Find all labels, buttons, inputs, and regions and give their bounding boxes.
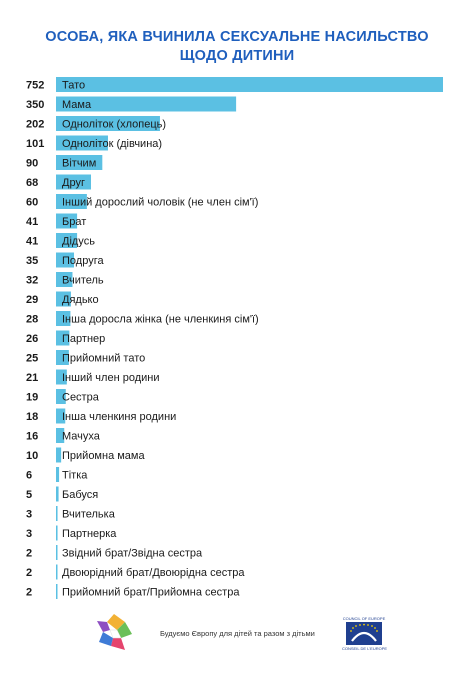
bar-26 — [56, 564, 58, 580]
council-of-europe-stars-logo-icon — [346, 622, 382, 645]
bar-10 — [56, 252, 75, 268]
value-label-14: 26 — [26, 333, 38, 345]
bar-9 — [56, 233, 78, 248]
footer-tagline: Будуємо Європу для дітей та разом з діть… — [160, 629, 315, 638]
category-label-9: Дідусь — [62, 236, 95, 248]
bar-25 — [56, 545, 58, 560]
category-label-13: Інша доросла жінка (не членкиня сім'ї) — [62, 314, 259, 326]
category-label-6: Друг — [62, 177, 85, 189]
value-label-11: 32 — [26, 275, 38, 287]
bar-13 — [56, 311, 71, 326]
bar-7 — [56, 194, 87, 209]
category-label-25: Звідний брат/Звідна сестра — [62, 548, 203, 560]
coe-caption-bottom: CONSEIL DE L'EUROPE — [342, 646, 388, 651]
bar-21 — [56, 467, 60, 482]
bar-4 — [56, 135, 108, 151]
coe-caption-top: COUNCIL OF EUROPE — [342, 616, 386, 621]
bar-24 — [56, 525, 58, 541]
category-label-16: Інший член родини — [62, 372, 159, 384]
bar-1 — [56, 77, 443, 92]
value-label-2: 350 — [26, 99, 44, 111]
footer: Будуємо Європу для дітей та разом з діть… — [0, 612, 474, 662]
bar-2 — [56, 96, 237, 112]
value-label-8: 41 — [26, 216, 38, 228]
bar-6 — [56, 174, 91, 190]
category-label-12: Дядько — [62, 294, 99, 306]
bar-15 — [56, 350, 69, 365]
value-label-16: 21 — [26, 372, 38, 384]
value-label-1: 752 — [26, 80, 44, 92]
category-label-3: Одноліток (хлопець) — [62, 119, 166, 131]
value-label-27: 2 — [26, 587, 32, 599]
bar-27 — [56, 584, 58, 599]
bar-3 — [56, 116, 160, 131]
category-label-8: Брат — [62, 216, 86, 228]
category-label-24: Партнерка — [62, 528, 117, 540]
category-label-11: Вчитель — [62, 275, 104, 287]
value-label-3: 202 — [26, 119, 44, 131]
value-label-4: 101 — [26, 138, 44, 150]
category-label-18: Інша членкиня родини — [62, 411, 176, 423]
category-label-27: Прийомний брат/Прийомна сестра — [62, 587, 240, 599]
council-of-europe-logo: COUNCIL OF EUROPE CONSEIL DE L'EUROPE — [342, 616, 388, 654]
value-label-5: 90 — [26, 158, 38, 170]
category-label-10: Подруга — [62, 255, 104, 267]
value-label-7: 60 — [26, 197, 38, 209]
category-label-15: Прийомний тато — [62, 353, 145, 365]
value-label-13: 28 — [26, 314, 38, 326]
category-label-1: Тато — [62, 80, 85, 92]
value-label-21: 6 — [26, 470, 32, 482]
value-label-18: 18 — [26, 411, 38, 423]
horizontal-bar-chart: 752 Тато 350 Мама 202 Одноліток (хлопець) 101 О… — [26, 77, 443, 599]
bar-8 — [56, 213, 78, 229]
value-label-15: 25 — [26, 353, 38, 365]
value-label-9: 41 — [26, 236, 38, 248]
bar-22 — [56, 486, 59, 502]
category-label-22: Бабуся — [62, 489, 98, 501]
category-label-20: Прийомна мама — [62, 450, 145, 462]
category-label-21: Тітка — [62, 470, 88, 482]
bar-11 — [56, 272, 73, 287]
title-line-1: ОСОБА, ЯКА ВЧИНИЛА СЕКСУАЛЬНЕ НАСИЛЬСТВО — [45, 29, 429, 45]
value-label-6: 68 — [26, 177, 38, 189]
value-label-12: 29 — [26, 294, 38, 306]
value-label-23: 3 — [26, 509, 32, 521]
bar-23 — [56, 506, 58, 521]
category-label-17: Сестра — [62, 392, 100, 404]
value-label-22: 5 — [26, 489, 32, 501]
value-label-20: 10 — [26, 450, 38, 462]
category-label-26: Двоюрідний брат/Двоюрідна сестра — [62, 567, 245, 579]
value-label-26: 2 — [26, 567, 32, 579]
page-title: ОСОБА, ЯКА ВЧИНИЛА СЕКСУАЛЬНЕ НАСИЛЬСТВО… — [0, 28, 474, 66]
value-label-24: 3 — [26, 528, 32, 540]
category-label-19: Мачуха — [62, 431, 101, 443]
category-label-14: Партнер — [62, 333, 105, 345]
category-label-23: Вчителька — [62, 509, 116, 521]
value-label-25: 2 — [26, 548, 32, 560]
category-label-2: Мама — [62, 99, 92, 111]
value-label-10: 35 — [26, 255, 38, 267]
bar-20 — [56, 447, 62, 463]
value-label-17: 19 — [26, 392, 38, 404]
category-label-4: Одноліток (дівчина) — [62, 138, 162, 150]
bar-12 — [56, 291, 71, 307]
title-line-2: ЩОДО ДИТИНИ — [179, 48, 295, 64]
bar-5 — [56, 155, 103, 170]
bar-14 — [56, 330, 70, 346]
colorful-squares-logo-icon — [97, 614, 132, 650]
category-label-5: Вітчим — [62, 158, 96, 170]
bar-17 — [56, 389, 66, 404]
bar-16 — [56, 369, 67, 385]
category-label-7: Інший дорослий чоловік (не член сім'ї) — [62, 197, 258, 209]
value-label-19: 16 — [26, 431, 38, 443]
bar-18 — [56, 408, 66, 424]
bar-19 — [56, 428, 65, 443]
